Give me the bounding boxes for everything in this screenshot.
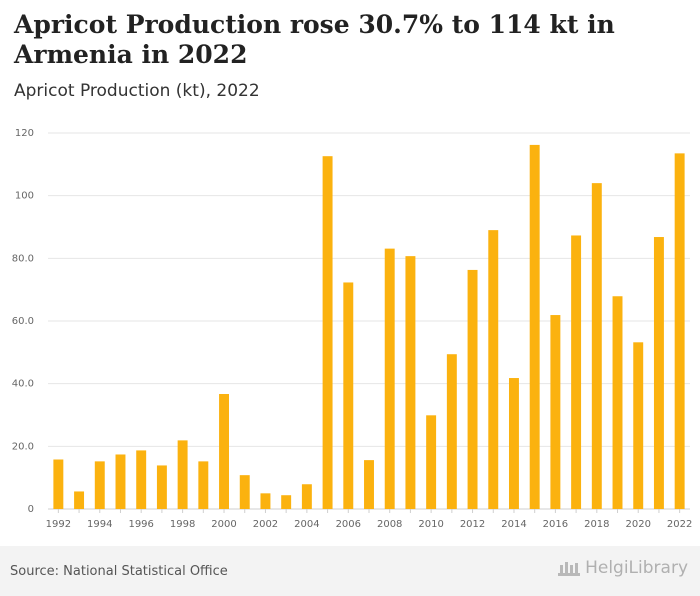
x-tick-label: 1998 [170,519,195,530]
bar-2011 [446,354,457,509]
bar-2008 [384,248,395,509]
x-tick-label: 2008 [377,519,402,530]
library-icon [558,562,581,576]
bar-2016 [550,315,561,509]
bar-2017 [571,235,582,509]
x-tick-label: 2004 [294,519,319,530]
bar-2022 [674,153,685,509]
bar-2000 [219,394,230,509]
bar-2010 [426,415,437,509]
chart-title: Apricot Production rose 30.7% to 114 kt … [14,10,615,69]
x-tick-label: 2020 [625,519,650,530]
y-tick-label: 120 [15,128,34,139]
y-tick-label: 100 [15,191,34,202]
bar-1994 [94,461,105,509]
y-tick-label: 80.0 [12,253,34,264]
helgi-library-logo[interactable]: HelgiLibrary [557,558,688,578]
bar-1997 [156,465,167,509]
x-tick-label: 1994 [87,519,112,530]
bar-2006 [343,282,354,509]
bar-2020 [633,342,644,509]
x-tick-label: 1992 [46,519,71,530]
bar-1993 [74,491,85,509]
x-tick-label: 1996 [128,519,153,530]
source-note: Source: National Statistical Office [10,564,228,579]
bar-2001 [239,475,250,509]
x-tick-label: 2022 [667,519,692,530]
bar-2014 [508,378,519,509]
bar-2019 [612,296,623,509]
x-tick-label: 2010 [418,519,443,530]
bar-2015 [529,144,540,509]
bar-2013 [488,230,499,509]
bar-2009 [405,256,416,509]
bar-1992 [53,459,64,509]
bar-2007 [364,460,374,509]
y-tick-label: 40.0 [12,379,34,390]
x-tick-label: 2000 [211,519,236,530]
header: Apricot Production rose 30.7% to 114 kt … [0,0,700,116]
bar-1998 [177,440,188,509]
y-tick-label: 20.0 [12,441,34,452]
bar-2012 [467,269,478,509]
bar-1999 [198,461,209,509]
x-tick-label: 2006 [336,519,361,530]
plot-area: 0 20.0 40.0 60.0 80.0 100 120 1992 1994 1996 1998 2… [0,116,700,546]
bar-2018 [591,183,602,509]
x-tick-label: 2014 [501,519,526,530]
logo-text: HelgiLibrary [585,558,688,578]
bar-1996 [136,450,147,509]
footer: Source: National Statistical Office Helg… [0,546,700,596]
bar-2021 [653,237,664,509]
y-tick-label: 60.0 [12,316,34,327]
x-tick-label: 2016 [543,519,568,530]
bar-2005 [322,156,333,509]
bar-chart: 0 20.0 40.0 60.0 80.0 100 120 1992 1994 1996 1998 2… [12,128,693,530]
chart-subtitle: Apricot Production (kt), 2022 [14,81,260,101]
x-tick-label: 2002 [253,519,278,530]
bar-2002 [260,493,271,509]
bar-2004 [301,484,312,509]
bar-2003 [281,495,292,509]
y-tick-label: 0 [28,504,34,515]
x-tick-label: 2018 [584,519,609,530]
bar-1995 [115,454,126,509]
x-tick-label: 2012 [460,519,485,530]
